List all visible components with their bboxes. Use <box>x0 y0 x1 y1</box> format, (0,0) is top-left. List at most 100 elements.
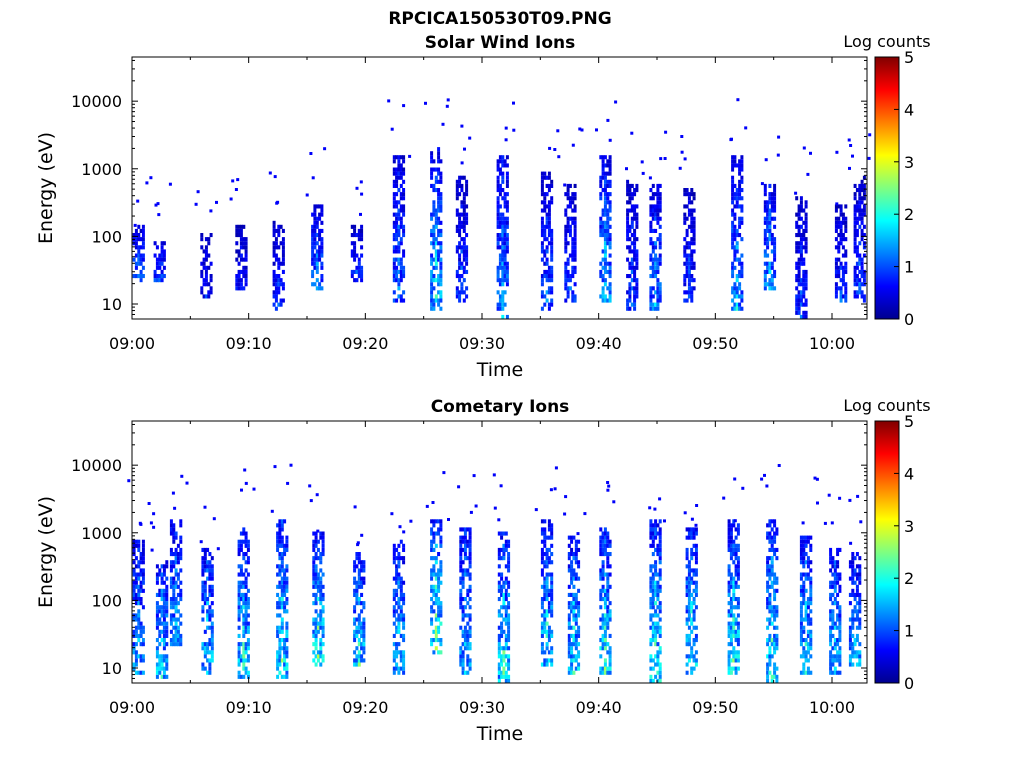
heatmap-cell <box>547 560 551 565</box>
heatmap-cell <box>690 216 694 221</box>
heatmap-cell <box>137 253 141 258</box>
heatmap-cell <box>397 175 401 180</box>
heatmap-cell <box>685 527 689 532</box>
heatmap-cell <box>735 274 739 279</box>
heatmap-cell <box>154 203 158 207</box>
heatmap-cell <box>851 625 855 630</box>
heatmap-cell <box>468 543 472 548</box>
heatmap-cell <box>468 642 472 647</box>
heatmap-cell <box>573 192 577 197</box>
heatmap-cell <box>312 547 316 552</box>
heatmap-cell <box>543 261 547 266</box>
heatmap-cell <box>155 257 159 262</box>
heatmap-cell <box>566 220 570 225</box>
heatmap-cell <box>839 237 843 242</box>
heatmap-cell <box>279 241 283 246</box>
heatmap-cell <box>603 642 607 647</box>
heatmap-cell <box>430 269 434 274</box>
heatmap-cell <box>501 290 505 295</box>
heatmap-cell <box>687 282 691 287</box>
heatmap-cell <box>550 592 554 597</box>
heatmap-cell <box>574 576 578 581</box>
heatmap-cell <box>312 642 316 647</box>
heatmap-cell <box>729 638 733 643</box>
heatmap-cell <box>834 269 838 274</box>
heatmap-cell <box>357 584 361 589</box>
heatmap-cell <box>360 601 364 606</box>
heatmap-cell <box>727 625 731 630</box>
heatmap-cell <box>357 552 361 557</box>
heatmap-cell <box>566 196 570 201</box>
heatmap-cell <box>731 167 735 172</box>
heatmap-cell <box>799 642 803 647</box>
heatmap-cell <box>543 592 547 597</box>
heatmap-cell <box>465 261 469 266</box>
heatmap-cell <box>599 666 603 671</box>
heatmap-cell <box>208 658 212 663</box>
heatmap-cell <box>466 613 470 618</box>
heatmap-cell <box>663 519 666 523</box>
heatmap-cell <box>430 306 434 311</box>
heatmap-cell <box>836 560 840 565</box>
heatmap-cell <box>237 286 241 291</box>
heatmap-cell <box>802 584 806 589</box>
heatmap-cell <box>285 621 289 626</box>
heatmap-cell <box>147 502 151 505</box>
heatmap-cell <box>127 479 131 483</box>
heatmap-cell <box>237 269 241 274</box>
heatmap-cell <box>654 204 658 209</box>
heatmap-cell <box>564 237 568 242</box>
heatmap-cell <box>158 568 162 573</box>
heatmap-cell <box>656 650 660 655</box>
heatmap-cell <box>570 642 574 647</box>
heatmap-cell <box>685 662 689 667</box>
heatmap-cell <box>690 617 694 622</box>
heatmap-cell <box>603 269 607 274</box>
heatmap-cell <box>763 286 767 291</box>
heatmap-cell <box>281 261 285 266</box>
heatmap-cell <box>858 642 862 647</box>
heatmap-cell <box>654 261 658 266</box>
heatmap-cell <box>446 98 450 102</box>
heatmap-cell <box>635 257 639 262</box>
heatmap-cell <box>503 253 507 258</box>
heatmap-cell <box>768 650 772 655</box>
heatmap-cell <box>399 257 403 262</box>
heatmap-cell <box>656 543 660 548</box>
heatmap-cell <box>654 625 658 630</box>
heatmap-cell <box>571 253 575 258</box>
heatmap-cell <box>738 163 742 168</box>
heatmap-cell <box>858 662 862 667</box>
heatmap-cell <box>853 241 857 246</box>
heatmap-cell <box>766 568 770 573</box>
heatmap-cell <box>179 535 183 540</box>
heatmap-cell <box>540 642 544 647</box>
heatmap-cell <box>244 274 248 279</box>
heatmap-cell <box>550 241 554 246</box>
heatmap-cell <box>134 670 138 675</box>
heatmap-cell <box>158 609 162 614</box>
heatmap-cell <box>833 642 837 647</box>
heatmap-cell <box>165 654 169 659</box>
heatmap-cell <box>630 204 634 209</box>
heatmap-cell <box>172 617 176 622</box>
heatmap-cell <box>455 196 459 201</box>
heatmap-cell <box>727 650 731 655</box>
heatmap-cell <box>392 290 396 295</box>
heatmap-cell <box>155 662 159 667</box>
heatmap-cell <box>278 539 282 544</box>
heatmap-cell <box>507 621 511 626</box>
heatmap-cell <box>692 192 696 197</box>
heatmap-cell <box>501 294 505 299</box>
heatmap-cell <box>599 196 603 201</box>
heatmap-cell <box>836 670 840 675</box>
heatmap-cell <box>795 233 799 238</box>
heatmap-cell <box>137 245 141 250</box>
heatmap-cell <box>501 179 505 184</box>
heatmap-cell <box>402 265 406 270</box>
heatmap-cell <box>690 249 694 254</box>
heatmap-cell <box>543 658 547 663</box>
heatmap-cell <box>283 592 287 597</box>
heatmap-cell <box>694 625 698 630</box>
heatmap-cell <box>204 294 208 299</box>
